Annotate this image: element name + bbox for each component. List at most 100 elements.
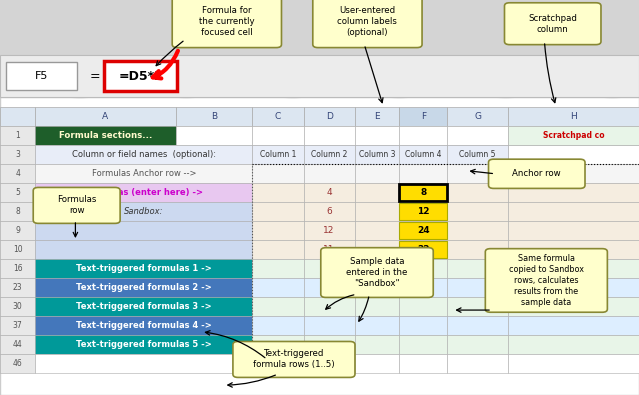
Bar xyxy=(447,354,508,373)
Text: F5: F5 xyxy=(35,71,48,81)
Bar xyxy=(447,335,508,354)
Bar xyxy=(399,297,447,316)
Text: 5: 5 xyxy=(15,188,20,197)
Text: B: B xyxy=(211,113,217,121)
FancyBboxPatch shape xyxy=(321,248,433,297)
Bar xyxy=(252,221,304,240)
Bar xyxy=(304,240,355,259)
Text: Text-triggered
formula rows (1..5): Text-triggered formula rows (1..5) xyxy=(253,350,335,369)
Bar xyxy=(104,61,177,91)
Bar xyxy=(35,183,252,202)
Bar xyxy=(252,278,304,297)
Text: C: C xyxy=(275,113,281,121)
Bar xyxy=(0,278,35,297)
Bar xyxy=(304,145,355,164)
Text: 44: 44 xyxy=(13,340,22,349)
Text: Column 1: Column 1 xyxy=(260,150,296,159)
Bar xyxy=(447,107,508,126)
Text: 8: 8 xyxy=(15,207,20,216)
Bar xyxy=(447,145,508,164)
Bar xyxy=(0,316,35,335)
Bar xyxy=(508,259,639,278)
Bar xyxy=(447,278,508,297)
Bar xyxy=(355,297,399,316)
Bar xyxy=(0,126,35,145)
Bar xyxy=(508,354,639,373)
Text: 9: 9 xyxy=(15,226,20,235)
Bar xyxy=(399,107,447,126)
Text: 23: 23 xyxy=(13,283,22,292)
Bar xyxy=(447,183,508,202)
Text: 24: 24 xyxy=(417,226,429,235)
Bar xyxy=(0,259,35,278)
Bar xyxy=(355,202,399,221)
Bar xyxy=(447,126,508,145)
FancyBboxPatch shape xyxy=(312,0,422,48)
Bar xyxy=(252,107,304,126)
Bar xyxy=(508,221,639,240)
Text: Same formula
copied to Sandbox
rows, calculates
results from the
sample data: Same formula copied to Sandbox rows, cal… xyxy=(509,254,584,307)
Text: Column 2: Column 2 xyxy=(311,150,347,159)
Bar xyxy=(35,221,252,240)
Bar xyxy=(252,164,304,183)
Bar xyxy=(252,240,304,259)
Bar xyxy=(35,126,176,145)
Text: 3: 3 xyxy=(15,150,20,159)
FancyBboxPatch shape xyxy=(33,188,120,224)
Bar xyxy=(447,259,508,278)
Bar xyxy=(399,202,447,221)
Text: Sample data
entered in the
"Sandbox": Sample data entered in the "Sandbox" xyxy=(346,257,408,288)
Text: G: G xyxy=(474,113,481,121)
Text: 8: 8 xyxy=(420,188,426,197)
Bar xyxy=(355,335,399,354)
Bar xyxy=(447,145,508,164)
FancyBboxPatch shape xyxy=(486,249,607,312)
Bar xyxy=(447,164,508,183)
Bar xyxy=(252,126,304,145)
Bar xyxy=(399,203,447,220)
Text: 16: 16 xyxy=(13,264,22,273)
Text: =: = xyxy=(89,70,100,83)
Bar xyxy=(355,145,399,164)
Bar xyxy=(399,145,447,164)
Text: 12: 12 xyxy=(323,226,335,235)
Bar xyxy=(0,202,35,221)
Bar xyxy=(447,316,508,335)
FancyBboxPatch shape xyxy=(233,341,355,378)
Bar xyxy=(355,183,399,202)
Text: Column 5: Column 5 xyxy=(459,150,496,159)
Text: 10: 10 xyxy=(13,245,22,254)
Bar xyxy=(355,107,399,126)
Bar xyxy=(508,240,639,259)
Bar xyxy=(304,335,355,354)
Bar xyxy=(304,221,355,240)
Text: Formulas (enter here) ->: Formulas (enter here) -> xyxy=(85,188,203,197)
Bar xyxy=(35,297,252,316)
Bar xyxy=(35,164,252,183)
Bar xyxy=(447,297,508,316)
Bar xyxy=(508,202,639,221)
Bar xyxy=(399,164,447,183)
Bar xyxy=(508,183,639,202)
Bar xyxy=(0,97,639,395)
Bar xyxy=(304,164,355,183)
Bar xyxy=(252,202,304,221)
FancyBboxPatch shape xyxy=(488,159,585,188)
Bar xyxy=(304,107,355,126)
Bar xyxy=(35,278,252,297)
Bar xyxy=(35,259,252,278)
Bar xyxy=(304,183,355,202)
Text: Column 3: Column 3 xyxy=(358,150,396,159)
Text: 22: 22 xyxy=(417,245,429,254)
Bar xyxy=(35,145,252,164)
Bar xyxy=(508,126,639,145)
Bar xyxy=(304,202,355,221)
Bar xyxy=(176,107,252,126)
FancyBboxPatch shape xyxy=(172,0,281,48)
Bar xyxy=(447,221,508,240)
Bar xyxy=(0,183,35,202)
Text: Sandbox:: Sandbox: xyxy=(124,207,164,216)
Bar xyxy=(355,240,399,259)
Bar xyxy=(0,164,35,183)
Bar xyxy=(355,126,399,145)
